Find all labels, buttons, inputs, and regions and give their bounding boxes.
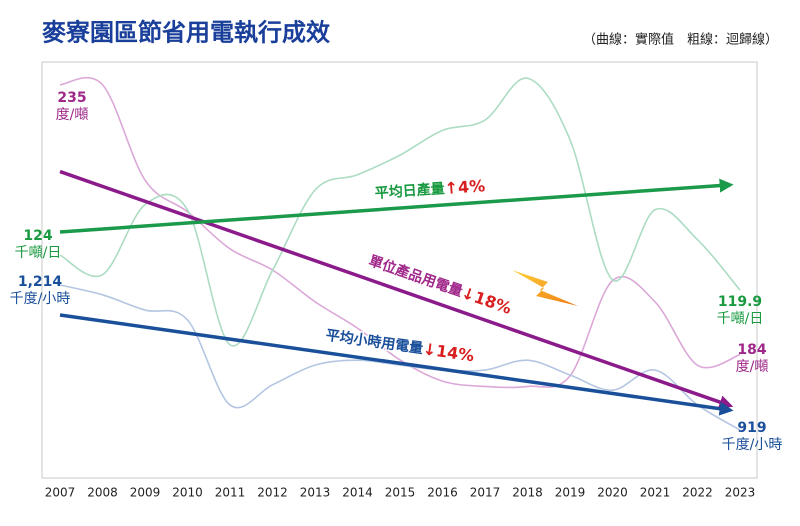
end-unit-label: 度/噸 — [736, 359, 769, 375]
trend-name: 平均小時用電量 — [325, 327, 424, 357]
start-unit-label: 千噸/日 — [15, 245, 62, 261]
end-unit-label: 千噸/日 — [717, 311, 764, 327]
actual-curve — [59, 76, 741, 389]
start-unit-label: 千度/小時 — [10, 291, 71, 307]
end-value-label: 184 — [737, 342, 766, 358]
x-tick-label: 2020 — [597, 486, 628, 500]
actual-curve — [59, 77, 741, 347]
start-value-label: 235 — [57, 90, 86, 106]
x-tick-label: 2010 — [172, 486, 203, 500]
chart-subtitle: （曲線：實際值 粗線：迴歸線） — [583, 32, 778, 48]
trend-label: 平均日產量↑4% — [374, 176, 486, 203]
x-tick-label: 2015 — [385, 486, 416, 500]
end-value-label: 119.9 — [718, 294, 762, 310]
trend-line — [59, 313, 734, 416]
x-tick-label: 2013 — [300, 486, 331, 500]
trend-line — [59, 169, 734, 409]
x-tick-label: 2022 — [682, 486, 713, 500]
x-tick-label: 2023 — [725, 486, 756, 500]
start-value-label: 1,214 — [18, 274, 63, 290]
trend-label: 平均小時用電量↓14% — [325, 325, 476, 365]
start-value-label: 124 — [23, 228, 52, 244]
plot-frame — [41, 61, 758, 479]
x-tick-label: 2014 — [342, 486, 373, 500]
x-tick-label: 2017 — [470, 486, 501, 500]
lightning-icon — [512, 270, 578, 306]
trend-label: 單位產品用電量↓18% — [366, 251, 514, 318]
trend-change: ↓14% — [422, 339, 476, 365]
trend-change: ↑4% — [444, 176, 486, 198]
x-tick-label: 2012 — [257, 486, 288, 500]
x-tick-label: 2009 — [130, 486, 161, 500]
x-tick-label: 2007 — [45, 486, 76, 500]
trend-name: 平均日產量 — [374, 180, 445, 202]
x-tick-label: 2019 — [555, 486, 586, 500]
actual-curve — [59, 284, 741, 431]
x-tick-label: 2016 — [427, 486, 458, 500]
trend-name: 單位產品用電量 — [367, 252, 465, 300]
end-unit-label: 千度/小時 — [722, 437, 783, 453]
trend-line — [59, 178, 734, 234]
x-tick-label: 2018 — [512, 486, 543, 500]
x-tick-label: 2021 — [640, 486, 671, 500]
end-value-label: 919 — [737, 420, 766, 436]
chart-title: 麥寮園區節省用電執行成效 — [41, 18, 330, 47]
x-tick-label: 2008 — [87, 486, 118, 500]
start-unit-label: 度/噸 — [56, 107, 89, 123]
x-tick-label: 2011 — [215, 486, 246, 500]
